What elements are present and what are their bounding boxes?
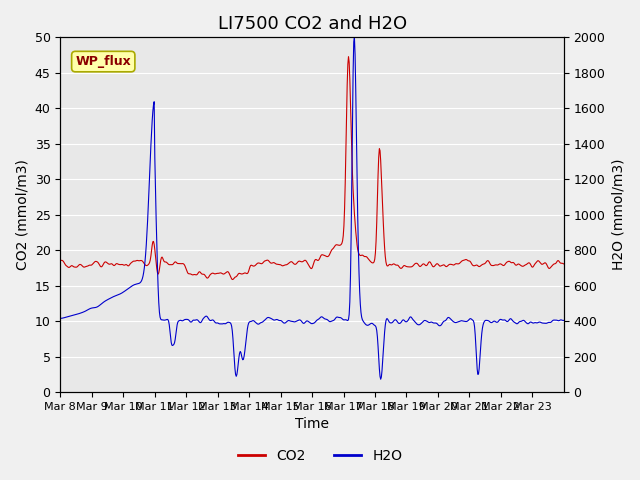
H2O bbox=[351, 35, 358, 40]
CO2 bbox=[345, 54, 353, 60]
H2O bbox=[377, 376, 385, 382]
CO2 bbox=[560, 261, 568, 267]
CO2 bbox=[253, 261, 260, 267]
CO2 bbox=[393, 262, 401, 268]
Title: LI7500 CO2 and H2O: LI7500 CO2 and H2O bbox=[218, 15, 406, 33]
Text: WP_flux: WP_flux bbox=[76, 55, 131, 68]
H2O bbox=[56, 315, 64, 321]
X-axis label: Time: Time bbox=[295, 418, 329, 432]
H2O bbox=[116, 291, 124, 297]
CO2 bbox=[56, 257, 64, 263]
Line: CO2: CO2 bbox=[60, 57, 564, 279]
H2O bbox=[560, 318, 568, 324]
CO2 bbox=[228, 276, 236, 282]
Y-axis label: CO2 (mmol/m3): CO2 (mmol/m3) bbox=[15, 159, 29, 270]
H2O bbox=[393, 318, 401, 324]
CO2 bbox=[365, 257, 372, 263]
CO2 bbox=[234, 272, 241, 278]
CO2 bbox=[208, 270, 216, 276]
Line: H2O: H2O bbox=[60, 37, 564, 379]
H2O bbox=[208, 317, 216, 323]
H2O bbox=[233, 372, 241, 377]
H2O bbox=[364, 322, 372, 328]
CO2 bbox=[116, 262, 124, 267]
Legend: CO2, H2O: CO2, H2O bbox=[232, 443, 408, 468]
H2O bbox=[252, 320, 260, 325]
Y-axis label: H2O (mmol/m3): H2O (mmol/m3) bbox=[611, 159, 625, 270]
